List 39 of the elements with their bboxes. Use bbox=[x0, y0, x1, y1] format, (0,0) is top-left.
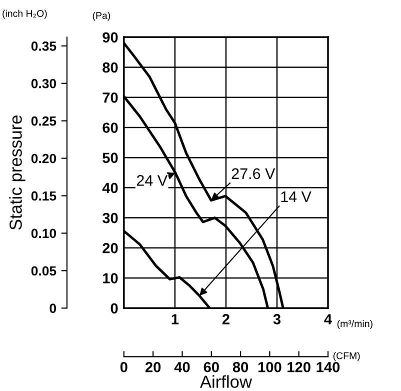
x2-axis-title: (CFM) bbox=[333, 352, 360, 362]
y-tick-label: 30 bbox=[102, 212, 118, 224]
y-axis-title: (Pa) bbox=[92, 12, 110, 21]
x2-tick-label: 60 bbox=[204, 362, 219, 372]
text: (m³/min) bbox=[337, 320, 372, 330]
y2-tick-label: 0.25 bbox=[31, 116, 56, 126]
x-axis-title: Airflow bbox=[200, 375, 252, 388]
y2-tick-label: 0 bbox=[50, 304, 56, 314]
x-tick-label: 3 bbox=[273, 314, 281, 324]
series-label: 27.6 V bbox=[232, 168, 276, 180]
y2-tick-label: 0.10 bbox=[31, 228, 56, 238]
y-tick-label: 20 bbox=[102, 242, 118, 254]
x2-tick-label: 20 bbox=[145, 362, 161, 372]
y-tick-label: 70 bbox=[102, 92, 118, 103]
y-tick-label: 0 bbox=[110, 303, 118, 314]
x2-tick-label: 0 bbox=[120, 362, 128, 372]
x-tick-label: 4 bbox=[324, 314, 332, 324]
x2-tick-label: 100 bbox=[258, 362, 282, 372]
x2-tick-label: 40 bbox=[174, 362, 190, 372]
x2-tick-label: 140 bbox=[316, 362, 340, 372]
x-tick-label: 1 bbox=[172, 314, 179, 324]
y-tick-label: 80 bbox=[102, 62, 118, 73]
y2-tick-label: 0.20 bbox=[31, 154, 56, 164]
text: 14 V bbox=[281, 191, 312, 202]
legend-label: 24 V bbox=[136, 175, 168, 186]
x-tick-label: 2 bbox=[222, 314, 230, 324]
y-tick-label: 60 bbox=[102, 122, 118, 133]
y2-tick-label: 0.35 bbox=[31, 41, 56, 51]
text: (inch H₂O) bbox=[2, 10, 47, 19]
y-tick-label: 10 bbox=[103, 273, 118, 284]
y2-tick-label: 0.15 bbox=[31, 191, 56, 201]
y-tick-label: 40 bbox=[102, 182, 118, 194]
y-tick-label: 90 bbox=[102, 32, 118, 43]
y-tick-label: 50 bbox=[102, 152, 118, 163]
y2-tick-label: 0.05 bbox=[31, 266, 56, 276]
y2-tick-label: 0.30 bbox=[31, 78, 56, 88]
x2-tick-label: 80 bbox=[232, 362, 248, 372]
y2-axis-title: Static pressure bbox=[9, 116, 26, 230]
x2-tick-label: 120 bbox=[288, 362, 310, 372]
